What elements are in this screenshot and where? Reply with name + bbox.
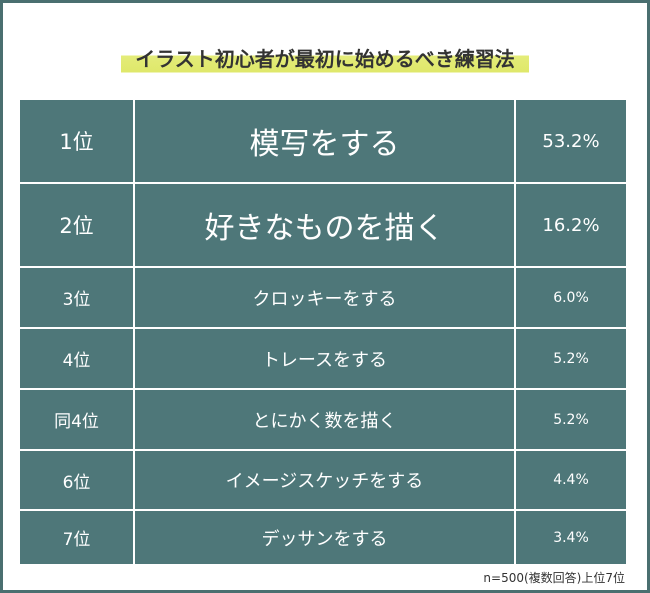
table-row: 4位 トレースをする 5.2%: [20, 329, 626, 390]
rank-cell: 3位: [20, 268, 135, 327]
rank-cell: 4位: [20, 329, 135, 388]
percent-cell: 5.2%: [553, 411, 589, 428]
item-cell: デッサンをする: [135, 511, 516, 564]
table-row: 6位 イメージスケッチをする 4.4%: [20, 451, 626, 511]
table-row: 3位 クロッキーをする 6.0%: [20, 268, 626, 329]
percent-cell: 4.4%: [553, 472, 589, 488]
table-row: 同4位 とにかく数を描く 5.2%: [20, 390, 626, 451]
rank-cell: 同4位: [20, 390, 135, 449]
rank-cell: 2位: [20, 184, 135, 266]
percent-cell: 5.2%: [553, 350, 589, 367]
table-row: 7位 デッサンをする 3.4%: [20, 511, 626, 564]
title-area: イラスト初心者が最初に始めるべき練習法: [3, 39, 647, 76]
title: イラスト初心者が最初に始めるべき練習法: [121, 39, 529, 76]
table-row: 1位 模写をする 53.2%: [20, 100, 626, 184]
item-cell: イメージスケッチをする: [135, 451, 516, 509]
rank-cell: 6位: [20, 451, 135, 509]
rank-cell: 7位: [20, 511, 135, 564]
percent-cell: 53.2%: [542, 130, 600, 152]
item-cell: 模写をする: [135, 100, 516, 182]
footnote: n=500(複数回答)上位7位: [483, 571, 625, 585]
percent-cell: 6.0%: [553, 289, 589, 306]
item-cell: とにかく数を描く: [135, 390, 516, 449]
item-cell: トレースをする: [135, 329, 516, 388]
item-cell: クロッキーをする: [135, 268, 516, 327]
table-row: 2位 好きなものを描く 16.2%: [20, 184, 626, 268]
rank-cell: 1位: [20, 100, 135, 182]
percent-cell: 3.4%: [553, 529, 589, 546]
percent-cell: 16.2%: [542, 214, 600, 236]
item-cell: 好きなものを描く: [135, 184, 516, 266]
ranking-table: 1位 模写をする 53.2% 2位 好きなものを描く 16.2% 3位 クロッキーをする 6.0…: [20, 100, 626, 564]
